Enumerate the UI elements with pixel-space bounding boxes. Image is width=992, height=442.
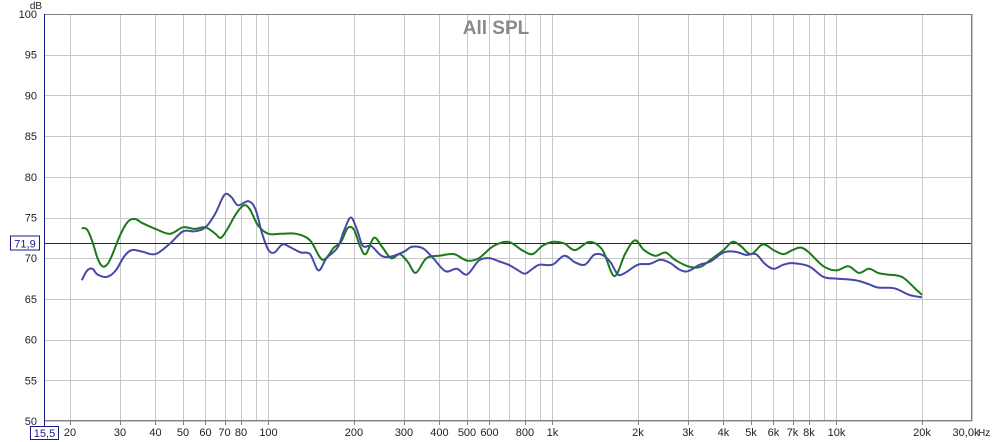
grid [44, 14, 973, 422]
y-tick-label: 100 [19, 9, 37, 21]
y-tick-label: 75 [25, 213, 37, 225]
series-line-1 [81, 204, 923, 296]
cursor-x-readout-value: 15,5 [34, 428, 55, 440]
x-tick-label: 500 [458, 427, 476, 439]
x-tick-label: 400 [430, 427, 448, 439]
y-tick-label: 85 [25, 131, 37, 143]
x-tick-label: 200 [345, 427, 363, 439]
chart-title: All SPL [463, 18, 530, 39]
x-tick-label: 40 [149, 427, 161, 439]
x-tick-label: 3k [682, 427, 694, 439]
x-tick-label: 1k [547, 427, 559, 439]
y-tick-label: 70 [25, 253, 37, 265]
x-tick-label: 600 [480, 427, 498, 439]
cursor-y-readout[interactable]: 71,9 [10, 235, 40, 251]
x-tick-label: 300 [395, 427, 413, 439]
x-tick-label: 30 [114, 427, 126, 439]
y-tick-label: 65 [25, 294, 37, 306]
x-tick-label: 2k [632, 427, 644, 439]
x-tick-label: 7k [787, 427, 799, 439]
series-line-2 [80, 192, 923, 299]
x-tick-label: 100 [259, 427, 277, 439]
y-axis-unit-label: dB [30, 1, 43, 12]
x-tick-label: 20 [64, 427, 76, 439]
y-axis: 50 55 60 65 70 75 80 85 90 95 100 [19, 9, 37, 428]
cursor-y-readout-value: 71,9 [14, 239, 35, 251]
cursor-y-readout-box [10, 235, 40, 251]
y-tick-label: 60 [25, 335, 37, 347]
cursor-x-readout[interactable]: 15,5 [30, 426, 59, 441]
y-tick-label: 90 [25, 90, 37, 102]
y-tick-label: 50 [25, 416, 37, 428]
x-axis-end-label: 30,0k [953, 427, 980, 439]
x-axis: 20 30 40 50 60 70 80 100 200 300 400 500 600 800 1k 2k 3… [44, 14, 931, 439]
y-tick-label: 80 [25, 172, 37, 184]
x-tick-label: 4k [718, 427, 730, 439]
x-tick-label: 20k [913, 427, 931, 439]
y-tick-label: 95 [25, 50, 37, 62]
x-tick-label: 8k [803, 427, 815, 439]
x-tick-label: 800 [516, 427, 534, 439]
series-layer [80, 192, 923, 299]
x-tick-label: 80 [235, 427, 247, 439]
x-tick-label: 60 [199, 427, 211, 439]
x-tick-label: 5k [745, 427, 757, 439]
y-tick-label: 55 [25, 375, 37, 387]
x-tick-label: 50 [177, 427, 189, 439]
x-tick-label: 10k [828, 427, 846, 439]
x-axis-unit-label: Hz [978, 428, 990, 439]
cursor-x-readout-box [30, 426, 59, 440]
x-tick-label: 70 [218, 427, 230, 439]
x-tick-label: 6k [768, 427, 780, 439]
